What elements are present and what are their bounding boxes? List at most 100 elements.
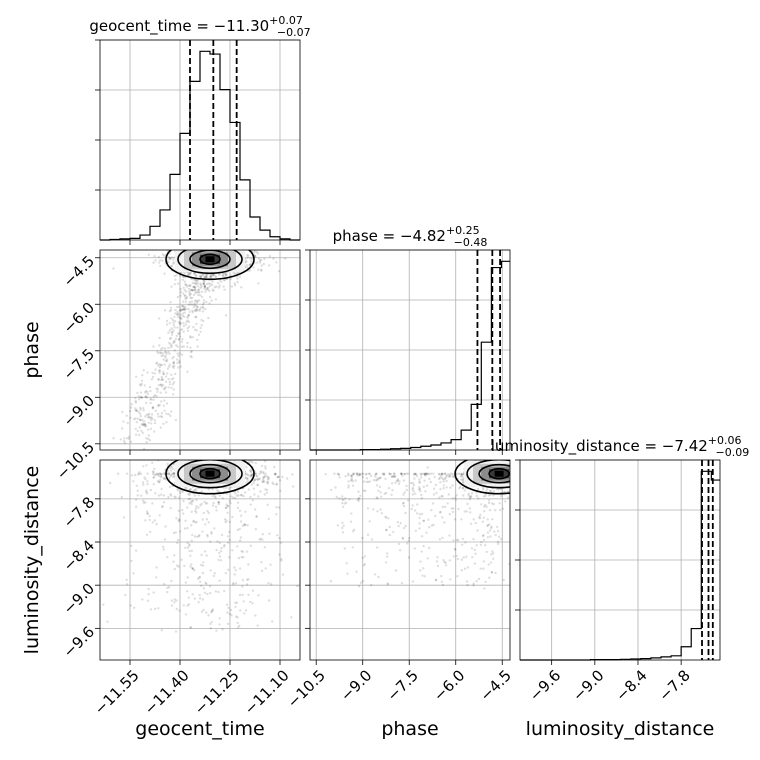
sample-point: [265, 491, 268, 494]
sample-point: [240, 286, 243, 289]
sample-point: [200, 244, 202, 246]
sample-point: [194, 509, 197, 513]
title-phase-plus: +0.25: [446, 224, 480, 237]
sample-point: [477, 497, 480, 500]
sample-point: [144, 401, 148, 405]
sample-point: [134, 433, 138, 436]
sample-point: [184, 613, 188, 616]
y-tick-label-phase-2: −7.5: [60, 345, 98, 383]
sample-point: [423, 472, 426, 475]
sample-point: [157, 378, 160, 381]
sample-point: [151, 406, 155, 409]
sample-point: [239, 536, 243, 539]
sample-point: [176, 313, 179, 316]
sample-point: [210, 241, 212, 243]
sample-point: [449, 578, 452, 581]
sample-point: [157, 472, 160, 475]
sample-point: [435, 491, 438, 495]
sample-point: [191, 533, 194, 537]
sample-point: [415, 474, 418, 478]
sample-point: [261, 533, 264, 536]
sample-point: [176, 564, 179, 567]
density-geocent-time-vs-phase: [165, 250, 255, 281]
sample-point: [203, 284, 206, 288]
sample-point: [253, 254, 257, 258]
frame-phase-vs-luminosity-distance: [309, 459, 511, 661]
sample-point: [202, 307, 205, 310]
sample-point: [452, 539, 455, 542]
sample-point: [175, 274, 178, 277]
sample-point: [257, 257, 261, 260]
sample-point: [244, 609, 248, 612]
sample-point: [173, 340, 176, 343]
sample-point: [236, 528, 239, 532]
sample-point: [222, 545, 226, 548]
sample-point: [462, 480, 465, 483]
sample-point: [374, 479, 378, 482]
sample-point: [439, 481, 442, 484]
sample-point: [457, 538, 460, 542]
sample-point: [185, 486, 188, 490]
sample-point: [271, 481, 274, 484]
sample-point: [202, 281, 205, 285]
sample-point: [418, 480, 421, 483]
sample-point: [177, 565, 180, 568]
sample-point: [205, 275, 208, 278]
sample-point: [189, 488, 192, 491]
sample-point: [366, 533, 370, 536]
sample-point: [517, 475, 519, 477]
sample-point: [329, 580, 333, 583]
sample-point: [130, 544, 133, 548]
sample-point: [275, 483, 278, 486]
sample-point: [197, 601, 200, 604]
sample-point: [374, 573, 377, 576]
sample-point: [199, 580, 202, 583]
sample-point: [228, 499, 231, 503]
sample-point: [362, 564, 366, 567]
sample-point: [236, 277, 239, 280]
sample-point: [244, 244, 246, 246]
sample-point: [407, 472, 410, 475]
sample-point: [211, 248, 213, 250]
sample-point: [274, 473, 277, 476]
sample-point: [210, 283, 214, 287]
sample-point: [225, 234, 227, 236]
sample-point: [531, 477, 533, 479]
sample-point: [386, 583, 389, 586]
sample-point: [419, 489, 422, 493]
sample-point: [179, 308, 182, 311]
sample-point: [337, 473, 340, 476]
sample-point: [174, 496, 177, 499]
sample-point: [491, 518, 494, 521]
sample-point: [161, 259, 164, 262]
sample-point: [102, 603, 105, 606]
sample-point: [528, 478, 530, 480]
sample-point: [236, 247, 238, 249]
sample-point: [203, 275, 206, 278]
sample-point: [186, 326, 189, 330]
sample-point: [492, 494, 495, 497]
sample-point: [125, 578, 128, 582]
sample-point: [251, 257, 254, 261]
sample-point: [188, 290, 191, 294]
sample-point: [243, 523, 247, 526]
sample-point: [195, 322, 198, 326]
sample-point: [200, 285, 203, 288]
sample-point: [200, 563, 203, 567]
sample-point: [255, 474, 258, 478]
sample-point: [428, 477, 431, 481]
sample-point: [171, 382, 175, 386]
sample-point: [188, 543, 191, 546]
sample-point: [209, 627, 212, 630]
sample-point: [256, 252, 259, 255]
sample-point: [144, 501, 147, 504]
sample-point: [145, 492, 149, 495]
sample-point: [217, 590, 220, 594]
sample-point: [517, 479, 519, 481]
sample-point: [275, 506, 278, 509]
sample-point: [248, 263, 251, 266]
sample-point: [474, 521, 477, 525]
sample-point: [181, 308, 185, 311]
sample-point: [357, 496, 360, 500]
